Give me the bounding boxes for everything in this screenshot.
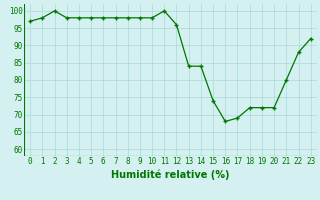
- X-axis label: Humidité relative (%): Humidité relative (%): [111, 169, 230, 180]
